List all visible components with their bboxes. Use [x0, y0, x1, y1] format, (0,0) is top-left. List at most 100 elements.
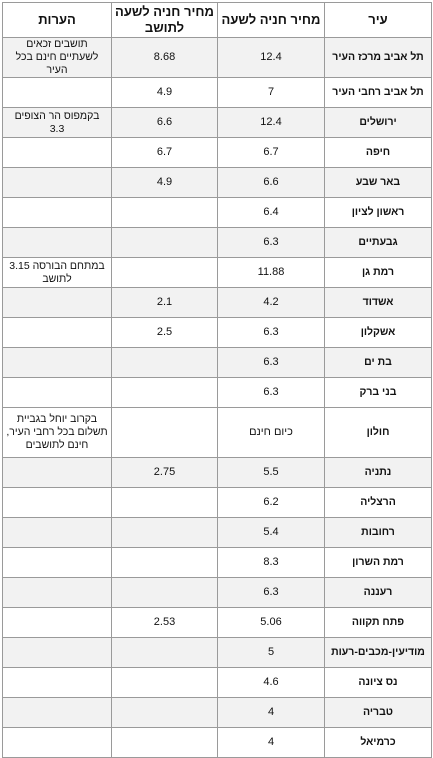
city-cell: נתניה [324, 457, 432, 489]
note-cell [2, 227, 112, 259]
price-cell: 12.4 [217, 36, 325, 79]
table-row: ראשון לציון 6.4 [2, 197, 432, 229]
table-body: תל אביב מרכז העיר 12.4 8.68 תושבים זכאים לש… [2, 36, 432, 758]
price-cell: 4.6 [217, 667, 325, 699]
resident-price-cell: 8.68 [111, 36, 218, 79]
note-cell: תושבים זכאים לשעתיים חינם בכל העיר [2, 36, 112, 79]
table-row: אשקלון 6.3 2.5 [2, 317, 432, 349]
price-cell: 5 [217, 637, 325, 669]
table-row: טבריה 4 [2, 697, 432, 729]
resident-price-cell [111, 547, 218, 579]
table-row: בני ברק 6.3 [2, 377, 432, 409]
table-row: רעננה 6.3 [2, 577, 432, 609]
price-cell: 11.88 [217, 257, 325, 289]
resident-price-cell [111, 637, 218, 669]
note-cell [2, 77, 112, 109]
header-notes: הערות [2, 2, 112, 38]
header-price-resident: מחיר חניה לשעה לתושב [111, 2, 218, 38]
resident-price-cell [111, 197, 218, 229]
note-cell [2, 667, 112, 699]
price-cell: 6.3 [217, 317, 325, 349]
note-cell [2, 607, 112, 639]
table-row: בת ים 6.3 [2, 347, 432, 379]
resident-price-cell: 2.75 [111, 457, 218, 489]
note-cell [2, 637, 112, 669]
resident-price-cell: 4.9 [111, 77, 218, 109]
note-cell [2, 347, 112, 379]
note-cell: במתחם הבורסה 3.15 לתושב [2, 257, 112, 289]
header-city: עיר [324, 2, 432, 38]
city-cell: חיפה [324, 137, 432, 169]
city-cell: חולון [324, 407, 432, 459]
table-row: גבעתיים 6.3 [2, 227, 432, 259]
resident-price-cell [111, 347, 218, 379]
price-cell: 4 [217, 727, 325, 758]
resident-price-cell [111, 257, 218, 289]
header-price-hour: מחיר חניה לשעה [217, 2, 325, 38]
city-cell: גבעתיים [324, 227, 432, 259]
resident-price-cell [111, 697, 218, 729]
price-cell: 6.2 [217, 487, 325, 519]
table-row: נתניה 5.5 2.75 [2, 457, 432, 489]
price-cell: 7 [217, 77, 325, 109]
table-row: כרמיאל 4 [2, 727, 432, 758]
city-cell: בת ים [324, 347, 432, 379]
city-cell: רמת השרון [324, 547, 432, 579]
table-row: אשדוד 4.2 2.1 [2, 287, 432, 319]
city-cell: ראשון לציון [324, 197, 432, 229]
price-cell: 5.06 [217, 607, 325, 639]
city-cell: אשדוד [324, 287, 432, 319]
price-cell: 4 [217, 697, 325, 729]
header-row: עיר מחיר חניה לשעה מחיר חניה לשעה לתושב … [2, 2, 432, 38]
table-row: נס ציונה 4.6 [2, 667, 432, 699]
resident-price-cell: 6.6 [111, 107, 218, 139]
resident-price-cell: 2.5 [111, 317, 218, 349]
city-cell: אשקלון [324, 317, 432, 349]
price-cell: 6.7 [217, 137, 325, 169]
city-cell: טבריה [324, 697, 432, 729]
table-row: רמת גן 11.88 במתחם הבורסה 3.15 לתושב [2, 257, 432, 289]
table-row: תל אביב מרכז העיר 12.4 8.68 תושבים זכאים לש… [2, 36, 432, 79]
price-cell: 4.2 [217, 287, 325, 319]
resident-price-cell [111, 487, 218, 519]
price-cell: 6.3 [217, 577, 325, 609]
city-cell: מודיעין-מכבים-רעות [324, 637, 432, 669]
price-cell: כיום חינם [217, 407, 325, 459]
table-row: באר שבע 6.6 4.9 [2, 167, 432, 199]
note-cell [2, 197, 112, 229]
resident-price-cell [111, 517, 218, 549]
resident-price-cell [111, 227, 218, 259]
note-cell [2, 317, 112, 349]
note-cell [2, 697, 112, 729]
note-cell [2, 377, 112, 409]
note-cell [2, 547, 112, 579]
table-row: רמת השרון 8.3 [2, 547, 432, 579]
price-cell: 6.6 [217, 167, 325, 199]
table-row: מודיעין-מכבים-רעות 5 [2, 637, 432, 669]
note-cell [2, 167, 112, 199]
resident-price-cell: 6.7 [111, 137, 218, 169]
city-cell: נס ציונה [324, 667, 432, 699]
note-cell: בקמפוס הר הצופים 3.3 [2, 107, 112, 139]
city-cell: תל אביב רחבי העיר [324, 77, 432, 109]
price-cell: 5.5 [217, 457, 325, 489]
resident-price-cell [111, 727, 218, 758]
city-cell: תל אביב מרכז העיר [324, 36, 432, 79]
price-cell: 6.3 [217, 347, 325, 379]
table-row: רחובות 5.4 [2, 517, 432, 549]
resident-price-cell [111, 407, 218, 459]
table-row: חיפה 6.7 6.7 [2, 137, 432, 169]
city-cell: בני ברק [324, 377, 432, 409]
price-cell: 6.4 [217, 197, 325, 229]
city-cell: רחובות [324, 517, 432, 549]
table-row: תל אביב רחבי העיר 7 4.9 [2, 77, 432, 109]
table-row: פתח תקווה 5.06 2.53 [2, 607, 432, 639]
table-row: הרצליה 6.2 [2, 487, 432, 519]
city-cell: פתח תקווה [324, 607, 432, 639]
note-cell [2, 487, 112, 519]
city-cell: הרצליה [324, 487, 432, 519]
table-row: ירושלים 12.4 6.6 בקמפוס הר הצופים 3.3 [2, 107, 432, 139]
note-cell [2, 577, 112, 609]
note-cell [2, 287, 112, 319]
resident-price-cell [111, 377, 218, 409]
